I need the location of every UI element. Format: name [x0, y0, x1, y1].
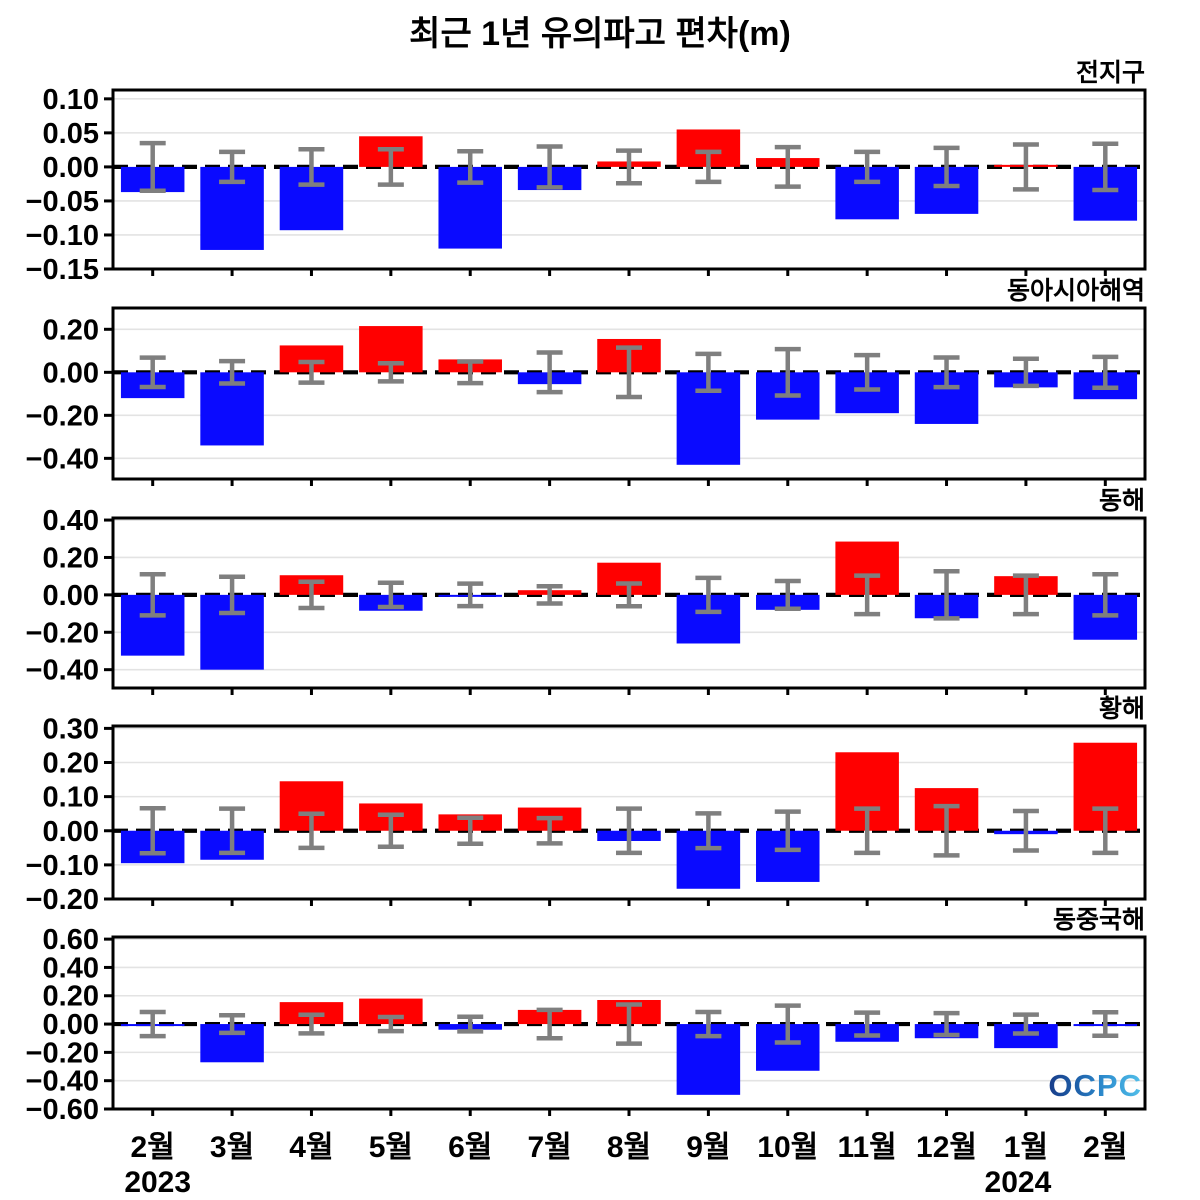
y-tick-label: −0.10	[26, 220, 99, 252]
y-tick-label: 0.20	[43, 981, 99, 1013]
x-tick-label-10: 11월	[837, 1131, 897, 1164]
y-tick-label: 0.40	[43, 505, 99, 537]
panel-label: 전지구	[1076, 59, 1145, 87]
y-tick-label: −0.20	[26, 617, 99, 649]
x-tick-label-7: 8월	[606, 1131, 652, 1164]
panel-frame	[111, 724, 1147, 901]
y-tick-label: −0.40	[26, 1066, 99, 1098]
y-tick-label: 0.20	[43, 748, 99, 780]
y-tick-label: −0.10	[26, 850, 99, 882]
panel-label: 동중국해	[1053, 906, 1145, 934]
x-tick-label-1: 2월	[130, 1131, 175, 1164]
panel-label: 동해	[1099, 487, 1145, 515]
ocpc-logo: OCPC	[1038, 1069, 1142, 1103]
y-tick-label: 0.20	[43, 542, 99, 574]
y-tick-label: 0.00	[43, 816, 99, 848]
panel-frame	[111, 516, 1147, 690]
y-tick-label: 0.05	[43, 118, 99, 150]
x-tick-label-3: 4월	[289, 1131, 334, 1164]
y-tick-label: 0.40	[43, 952, 99, 984]
y-tick-label: −0.15	[26, 254, 99, 286]
panel-label: 황해	[1099, 695, 1145, 723]
y-tick-label: 0.60	[43, 924, 99, 956]
y-tick-label: −0.40	[26, 443, 99, 475]
x-tick-label-11: 12월	[916, 1131, 978, 1164]
panel-frame	[111, 306, 1147, 481]
y-tick-label: 0.00	[43, 357, 99, 389]
year-label-right: 2024	[984, 1166, 1052, 1199]
year-label-left: 2023	[124, 1166, 192, 1199]
y-tick-label: −0.05	[26, 186, 99, 218]
y-tick-label: −0.20	[26, 1037, 99, 1069]
y-tick-label: 0.00	[43, 152, 99, 184]
x-tick-label-4: 5월	[368, 1131, 413, 1164]
y-tick-label: 0.00	[43, 1009, 99, 1041]
x-tick-label-6: 7월	[527, 1131, 572, 1164]
panel-label: 동아시아해역	[1007, 277, 1145, 305]
y-tick-label: 0.00	[43, 580, 99, 612]
y-tick-label: −0.40	[26, 655, 99, 687]
x-tick-label-13: 2월	[1083, 1131, 1128, 1164]
x-tick-label-2: 3월	[209, 1131, 255, 1164]
y-tick-label: −0.20	[26, 884, 99, 916]
y-tick-label: −0.60	[26, 1094, 99, 1126]
x-tick-label-8: 9월	[686, 1131, 731, 1164]
x-tick-label-12: 1월	[1003, 1131, 1049, 1164]
y-tick-label: 0.10	[43, 782, 99, 814]
panel-frame	[111, 88, 1147, 271]
figure-title: 최근 1년 유의파고 편차(m)	[409, 15, 791, 53]
x-tick-label-9: 10월	[757, 1131, 819, 1164]
panel-frame	[111, 935, 1147, 1111]
y-tick-label: 0.30	[43, 713, 99, 745]
y-tick-label: 0.20	[43, 314, 99, 346]
y-tick-label: 0.10	[43, 84, 99, 116]
x-tick-label-5: 6월	[448, 1131, 493, 1164]
y-tick-label: −0.20	[26, 400, 99, 432]
